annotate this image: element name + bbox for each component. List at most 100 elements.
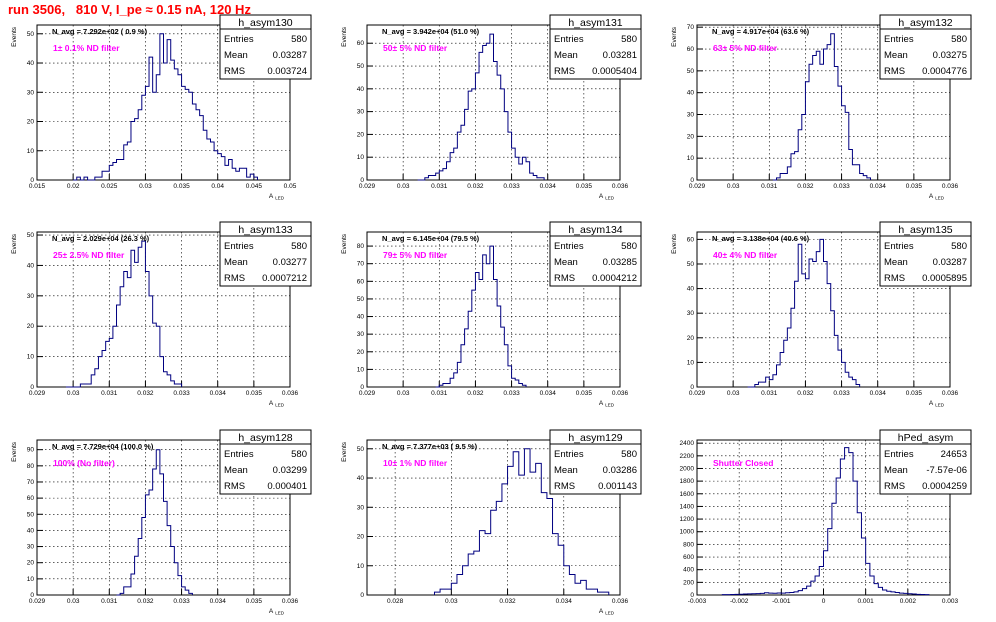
x-tick-label: 0.03 <box>67 598 80 605</box>
y-tick-label: 30 <box>687 112 695 119</box>
stats-label: Mean <box>884 257 908 268</box>
x-tick-label: 0.045 <box>246 183 263 190</box>
histogram-panel-h_asym133: 0.029 0.03 0.031 0.032 0.033 0.034 0.035 0.036 0… <box>11 221 312 408</box>
x-tick-label: 0.025 <box>101 183 118 190</box>
x-tick-label: 0.036 <box>612 598 629 605</box>
stats-label: Entries <box>554 241 584 252</box>
stats-value: 0.03277 <box>273 257 307 268</box>
y-tick-label: 40 <box>357 475 365 482</box>
histogram-panel-h_asym131: 0.029 0.03 0.031 0.032 0.033 0.034 0.035 0.036 0… <box>341 14 642 201</box>
y-tick-label: 2000 <box>680 465 695 472</box>
y-tick-label: 20 <box>687 133 695 140</box>
filter-label: 79± 5% ND filter <box>383 250 448 260</box>
y-tick-label: 0 <box>30 384 34 391</box>
x-tick-label: 0.035 <box>173 183 190 190</box>
histogram-panel-h_asym128: 0.029 0.03 0.031 0.032 0.033 0.034 0.035 0.036 0… <box>11 429 312 616</box>
histogram-bars <box>772 33 871 181</box>
filter-label: 100% (No filter) <box>53 458 115 468</box>
filter-label: 10± 1% ND filter <box>383 458 448 468</box>
y-tick-label: 10 <box>687 155 695 162</box>
stats-label: RMS <box>554 273 575 284</box>
x-tick-label: 0.032 <box>137 598 154 605</box>
y-tick-label: 200 <box>683 579 694 586</box>
stats-value: 580 <box>291 241 307 252</box>
y-tick-label: 30 <box>687 310 695 317</box>
x-tick-label: 0.035 <box>576 390 593 397</box>
navg-label: N_avg = 7.377e+03 ( 9.5 %) <box>382 442 478 451</box>
stats-box <box>219 429 312 495</box>
x-tick-label: 0.029 <box>29 390 46 397</box>
x-tick-label: 0.034 <box>540 183 557 190</box>
x-tick-label: 0.036 <box>942 390 959 397</box>
x-tick-label: 0.031 <box>101 598 118 605</box>
y-axis-title: Events <box>341 26 348 47</box>
stats-value: 0.03286 <box>603 465 637 476</box>
x-axis-title: A LED <box>599 400 615 408</box>
y-tick-label: 30 <box>357 331 365 338</box>
y-tick-label: 0 <box>690 592 694 599</box>
x-tick-label: 0.03 <box>67 390 80 397</box>
stats-label: RMS <box>554 481 575 492</box>
y-tick-label: 50 <box>27 511 35 518</box>
x-tick-label: 0.001 <box>858 598 875 605</box>
histogram-bars <box>435 245 527 388</box>
x-tick-label: 0.002 <box>900 598 917 605</box>
x-tick-label: 0.033 <box>503 183 520 190</box>
y-tick-label: 80 <box>357 243 365 250</box>
y-tick-label: 50 <box>27 232 35 239</box>
y-tick-label: 1200 <box>680 516 695 523</box>
stats-title: h_asym131 <box>568 17 622 29</box>
x-tick-label: 0.029 <box>359 183 376 190</box>
x-tick-label: 0.03 <box>727 390 740 397</box>
stats-label: Entries <box>884 34 914 45</box>
y-tick-label: 1000 <box>680 529 695 536</box>
stats-title: h_asym134 <box>568 224 622 236</box>
stats-box <box>549 429 642 495</box>
x-tick-label: 0.033 <box>833 390 850 397</box>
stats-value: 0.000401 <box>267 481 307 492</box>
stats-label: Entries <box>224 449 254 460</box>
stats-title: h_asym128 <box>238 432 292 444</box>
stats-value: 580 <box>621 34 637 45</box>
x-tick-label: 0.035 <box>246 390 263 397</box>
x-axis-title: A LED <box>269 400 285 408</box>
histogram-bars <box>721 447 930 596</box>
x-tick-label: 0.015 <box>29 183 46 190</box>
stats-label: Entries <box>554 34 584 45</box>
histogram-panel-h_asym134: 0.029 0.03 0.031 0.032 0.033 0.034 0.035 0.036 0… <box>341 221 642 408</box>
y-tick-label: 600 <box>683 554 694 561</box>
y-tick-label: 0 <box>690 177 694 184</box>
y-tick-label: 1600 <box>680 491 695 498</box>
histogram-bars <box>116 449 193 596</box>
stats-label: Mean <box>224 257 248 268</box>
stats-value: 0.03287 <box>933 257 967 268</box>
stats-value: 0.03275 <box>933 50 967 61</box>
x-tick-label: 0.035 <box>246 598 263 605</box>
stats-label: RMS <box>554 66 575 77</box>
y-tick-label: 60 <box>27 495 35 502</box>
stats-value: 580 <box>621 241 637 252</box>
x-tick-label: 0.03 <box>397 390 410 397</box>
y-tick-label: 60 <box>357 278 365 285</box>
x-tick-label: 0.034 <box>870 390 887 397</box>
y-tick-label: 40 <box>27 60 35 67</box>
stats-box <box>879 429 972 495</box>
filter-label: 1± 0.1% ND filter <box>53 43 120 53</box>
y-tick-label: 10 <box>357 154 365 161</box>
stats-value: 580 <box>291 34 307 45</box>
x-tick-label: 0.032 <box>467 183 484 190</box>
y-tick-label: 800 <box>683 541 694 548</box>
x-tick-label: 0 <box>822 598 826 605</box>
filter-label: 50± 5% ND filter <box>383 43 448 53</box>
x-tick-label: 0.032 <box>467 390 484 397</box>
stats-value: 24653 <box>941 449 967 460</box>
stats-value: 0.0005404 <box>592 66 637 77</box>
x-tick-label: 0.04 <box>211 183 224 190</box>
y-tick-label: 60 <box>687 236 695 243</box>
x-tick-label: 0.033 <box>173 390 190 397</box>
navg-label: N_avg = 3.138e+04 (40.6 %) <box>712 234 810 243</box>
stats-label: Entries <box>224 241 254 252</box>
filter-label: Shutter Closed <box>713 458 773 468</box>
x-tick-label: 0.035 <box>906 390 923 397</box>
x-tick-label: 0.035 <box>906 183 923 190</box>
